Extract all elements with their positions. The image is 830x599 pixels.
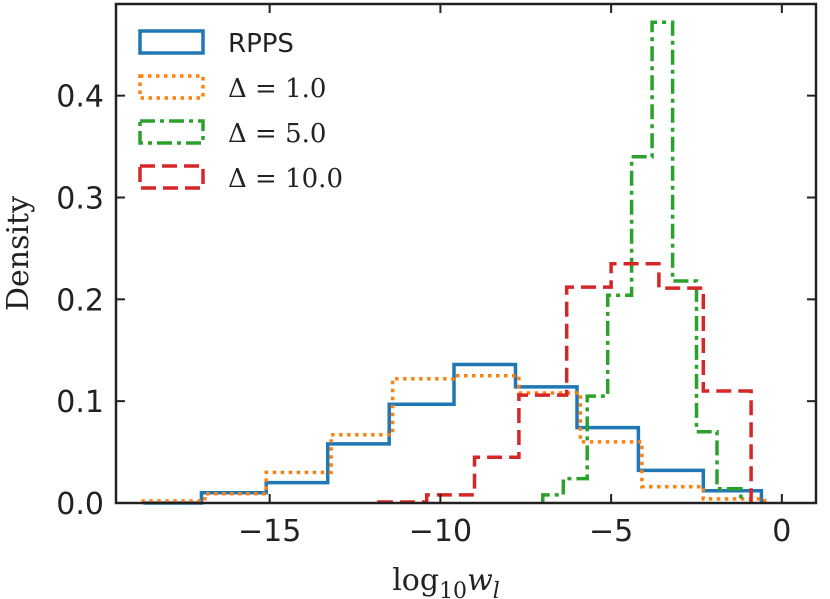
legend-swatch-0	[138, 29, 205, 55]
series-step-1	[141, 373, 767, 503]
legend-label-3: Δ = 10.0	[228, 164, 343, 194]
x-axis-label-part: w	[467, 563, 493, 598]
legend-swatch-1	[138, 74, 205, 100]
y-axis-label: Density	[1, 196, 36, 311]
legend-label-prefix: Δ =	[228, 164, 285, 194]
y-tick-label: 0.0	[56, 487, 104, 522]
y-tick-label: 0.3	[56, 181, 104, 216]
series-layer	[141, 20, 767, 505]
x-axis-label-part: log	[392, 563, 439, 598]
x-tick-label: −10	[409, 514, 472, 549]
legend-label-1: Δ = 1.0	[228, 74, 326, 104]
y-tick-label: 0.4	[56, 80, 104, 115]
legend-label-prefix: Δ =	[228, 74, 285, 104]
series-step-0	[143, 362, 764, 505]
legend-label-value: 5.0	[285, 119, 326, 149]
legend-swatch-3	[138, 164, 205, 190]
legend-label-prefix: Δ =	[228, 119, 285, 149]
x-tick-label: 0	[772, 514, 791, 549]
legend-label-value: 1.0	[285, 74, 326, 104]
x-axis-label: log10wl	[392, 563, 500, 599]
series-step-3	[377, 261, 753, 504]
axes-layer: −15 −10 −5 0 0.0 0.1 0.2 0.3 0.4	[56, 2, 818, 549]
legend-label-2: Δ = 5.0	[228, 119, 326, 149]
legend-label-value: 10.0	[285, 164, 343, 194]
axes-frame	[114, 2, 818, 505]
y-tick-label: 0.2	[56, 283, 104, 318]
legend-label-0: RPPS	[228, 29, 294, 59]
x-tick-label: −5	[589, 514, 633, 549]
x-axis-label-part: 10	[439, 579, 467, 599]
y-tick-label: 0.1	[56, 385, 104, 420]
series-step-2	[541, 20, 743, 503]
x-axis-label-part: l	[493, 579, 500, 599]
x-tick-label: −15	[238, 514, 301, 549]
legend-swatch-2	[138, 119, 205, 145]
